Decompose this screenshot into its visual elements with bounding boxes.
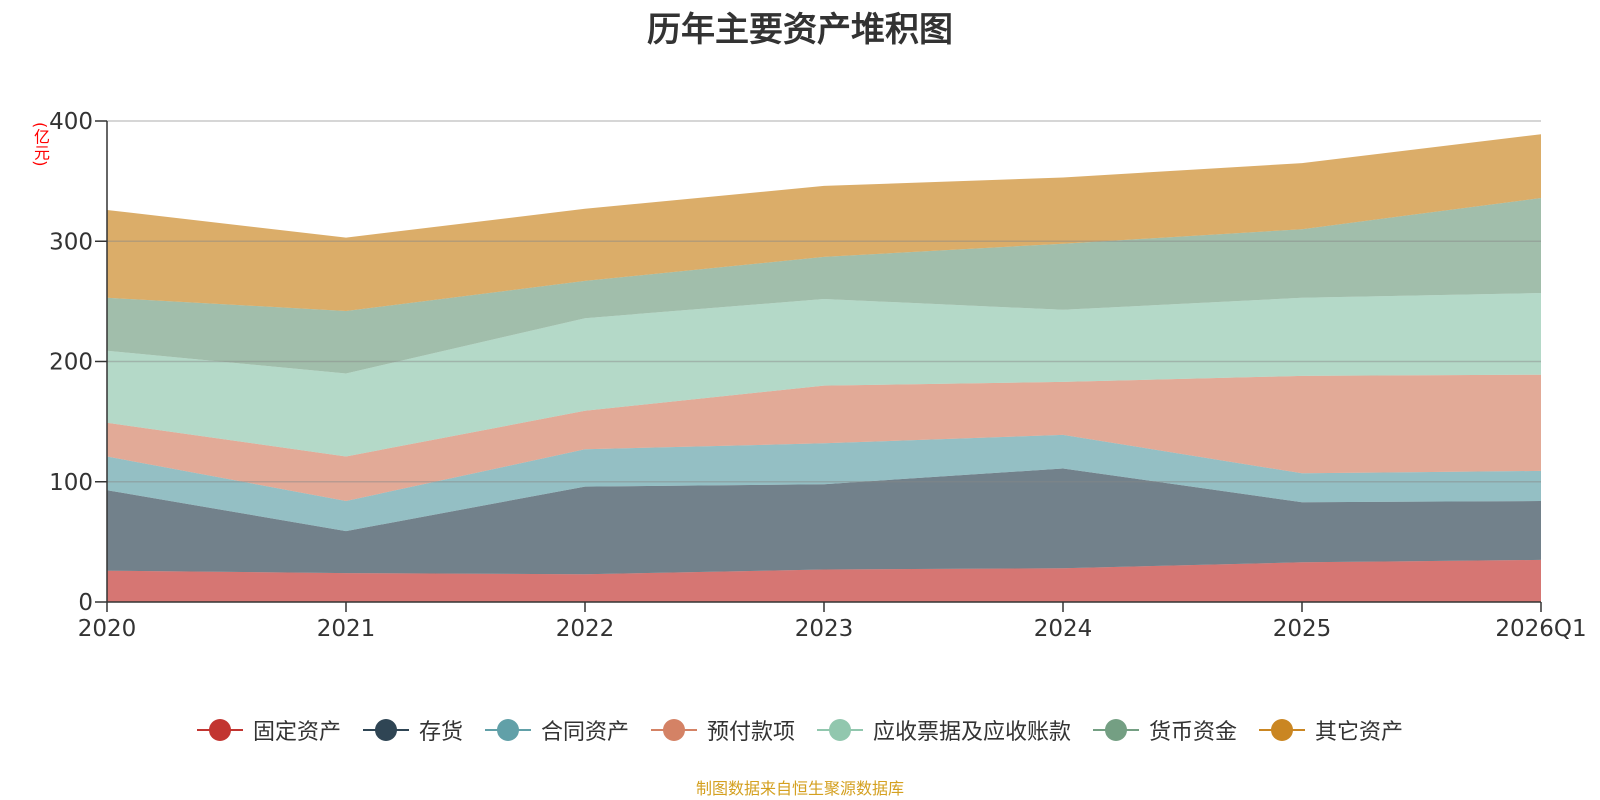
x-tick-label: 2024 (1034, 616, 1093, 642)
legend-item-5[interactable]: 应收票据及应收账款 (817, 714, 1071, 746)
area-series-1 (107, 559, 1541, 602)
y-axis-unit-label: (亿元) (31, 122, 50, 167)
legend-marker-icon (817, 718, 863, 742)
area-series-3 (107, 434, 1541, 532)
x-tick-label: 2020 (78, 616, 137, 642)
tick-labels: 0 100 200 300 400 2020 2021 2022 2023 2024 2025 202… (49, 109, 1587, 642)
y-tick-label: 0 (78, 590, 93, 616)
legend-marker-icon (196, 718, 243, 742)
legend-item-3[interactable]: 合同资产 (484, 714, 629, 746)
area-series-6 (107, 198, 1541, 374)
y-tick-label: 100 (49, 470, 93, 496)
x-tick-label: 2025 (1273, 616, 1332, 642)
legend-label: 固定资产 (252, 720, 341, 745)
legend: 固定资产 存货 合同资产 预付款项 应收票据及应收账款 货币资金 其它资产 (0, 714, 1600, 746)
y-tick-label: 400 (49, 109, 93, 135)
legend-label: 存货 (418, 720, 463, 745)
area-series-7 (107, 134, 1541, 311)
source-note: 制图数据来自恒生聚源数据库 (695, 779, 904, 798)
y-tick-label: 300 (49, 229, 93, 255)
legend-marker-icon (650, 718, 697, 742)
x-tick-label: 2021 (317, 616, 376, 642)
x-tick-label: 2026Q1 (1495, 616, 1586, 642)
chart-title: 历年主要资产堆积图 (647, 10, 953, 50)
legend-marker-icon (1093, 718, 1140, 742)
x-tick-label: 2023 (795, 616, 854, 642)
area-series-4 (107, 374, 1541, 501)
legend-label: 其它资产 (1315, 720, 1404, 745)
legend-item-4[interactable]: 预付款项 (650, 714, 795, 746)
legend-marker-icon (362, 718, 409, 742)
legend-label: 货币资金 (1149, 720, 1238, 745)
area-series-5 (107, 293, 1541, 457)
y-tick-label: 200 (49, 350, 93, 376)
legend-label: 应收票据及应收账款 (873, 720, 1072, 745)
legend-item-6[interactable]: 货币资金 (1093, 714, 1237, 746)
grid-lines (107, 120, 1541, 483)
legend-label: 预付款项 (706, 720, 795, 745)
legend-marker-icon (1259, 718, 1306, 742)
area-layers (107, 134, 1541, 602)
legend-marker-icon (484, 718, 531, 742)
x-tick-label: 2022 (556, 616, 615, 642)
legend-item-7[interactable]: 其它资产 (1259, 714, 1403, 746)
legend-item-1[interactable]: 固定资产 (196, 714, 341, 746)
area-series-2 (107, 468, 1541, 575)
legend-item-2[interactable]: 存货 (362, 714, 463, 746)
legend-label: 合同资产 (540, 720, 629, 745)
